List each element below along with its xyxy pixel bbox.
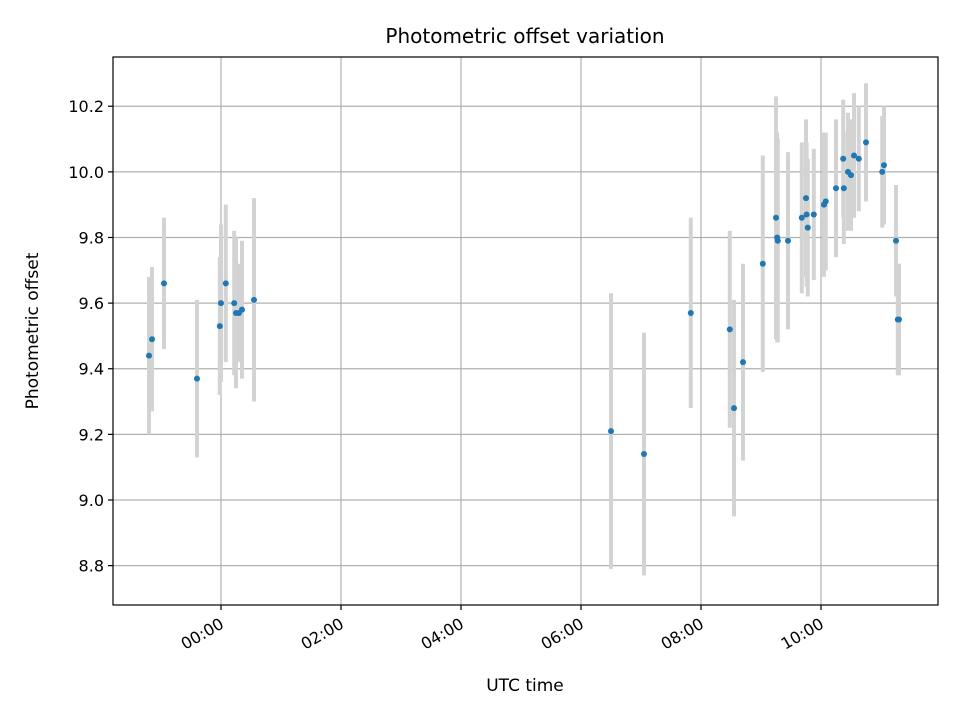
data-point: [216, 323, 223, 330]
y-axis-title: Photometric offset: [23, 252, 43, 409]
data-point: [231, 300, 238, 307]
data-point: [822, 198, 829, 205]
plot-frame: [112, 56, 939, 606]
y-tick-label: 9.2: [79, 425, 104, 444]
y-tick-label: 10.2: [68, 97, 104, 116]
y-tick-label: 9.6: [79, 294, 104, 313]
data-point: [785, 237, 791, 244]
x-axis-title: UTC time: [486, 676, 564, 696]
data-point: [879, 168, 886, 175]
data-point: [810, 211, 817, 218]
data-point: [218, 300, 224, 307]
data-point: [840, 155, 847, 162]
data-point: [194, 375, 200, 382]
data-point: [773, 214, 779, 221]
data-point: [239, 306, 245, 313]
data-point: [833, 185, 839, 192]
data-point: [893, 237, 899, 244]
data-point: [687, 309, 694, 316]
data-point: [759, 260, 766, 267]
data-point: [840, 185, 847, 192]
y-tick-label: 9.8: [79, 228, 104, 247]
data-point: [851, 152, 857, 159]
data-point: [146, 352, 152, 359]
data-point: [731, 405, 737, 412]
data-point: [863, 139, 869, 146]
y-tick-label: 9.4: [79, 360, 104, 379]
data-point: [161, 280, 167, 287]
data-point: [641, 451, 647, 458]
data-point: [803, 195, 809, 202]
data-point: [222, 280, 229, 287]
data-point: [881, 162, 887, 169]
data-point: [726, 326, 733, 333]
y-axis-ticks: 8.8 9.0 9.2 9.4 9.6 9.8 10.0 10.2: [68, 97, 113, 576]
data-point: [803, 211, 810, 218]
point-layer: [146, 139, 902, 458]
data-point: [608, 428, 614, 435]
data-point: [774, 237, 781, 244]
data-point: [896, 316, 902, 323]
data-point: [251, 296, 257, 303]
y-tick-label: 10.0: [68, 163, 104, 182]
data-point: [855, 155, 862, 162]
data-point: [804, 224, 811, 231]
data-point: [798, 214, 805, 221]
data-point: [740, 359, 746, 366]
y-tick-label: 8.8: [79, 557, 104, 576]
chart-title: Photometric offset variation: [385, 24, 664, 48]
data-point: [149, 336, 155, 343]
y-tick-label: 9.0: [79, 491, 104, 510]
data-point: [848, 172, 854, 179]
